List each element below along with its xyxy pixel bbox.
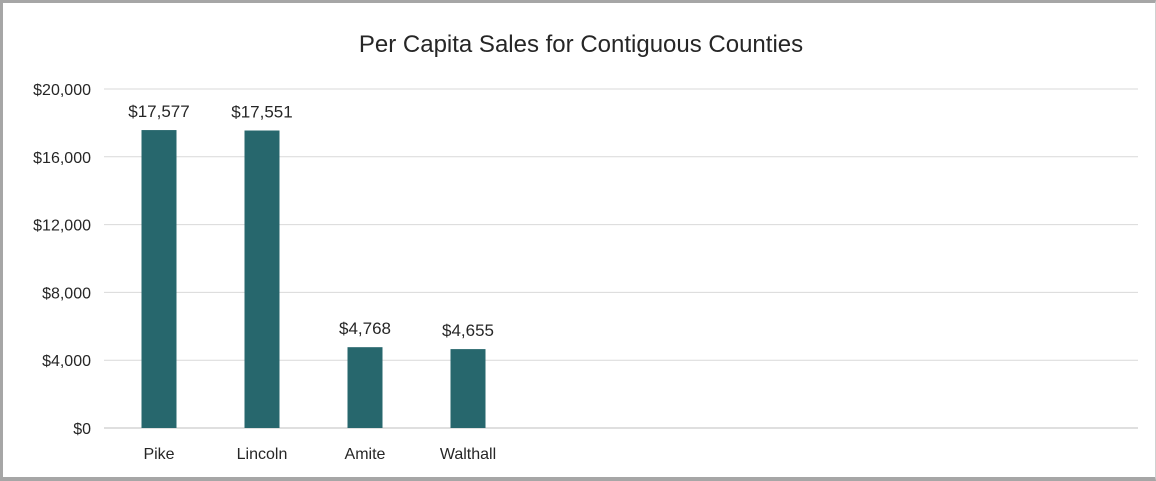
bar (244, 130, 280, 428)
bar (141, 130, 177, 428)
x-tick-label: Lincoln (237, 446, 288, 463)
y-tick-label: $4,000 (42, 353, 91, 370)
data-label: $17,551 (231, 103, 292, 122)
data-label: $4,655 (442, 321, 494, 340)
y-tick-label: $8,000 (42, 285, 91, 302)
y-tick-label: $20,000 (33, 82, 91, 99)
x-tick-label: Amite (345, 446, 386, 463)
x-tick-label: Walthall (440, 446, 496, 463)
bars (141, 130, 486, 428)
x-tick-label: Pike (143, 446, 174, 463)
y-axis-tick-labels: $0 $4,000 $8,000 $12,000 $16,000 $20,000 (33, 82, 91, 438)
bar (450, 349, 486, 428)
data-labels: $17,577 $17,551 $4,768 $4,655 (128, 102, 494, 340)
chart-title: Per Capita Sales for Contiguous Counties (358, 31, 804, 58)
data-label: $4,768 (339, 319, 391, 338)
y-tick-label: $16,000 (33, 150, 91, 167)
y-tick-label: $0 (73, 421, 91, 438)
bar (347, 347, 383, 428)
data-label: $17,577 (128, 102, 189, 121)
y-tick-label: $12,000 (33, 218, 91, 235)
x-axis-tick-labels: Pike Lincoln Amite Walthall (143, 446, 496, 463)
